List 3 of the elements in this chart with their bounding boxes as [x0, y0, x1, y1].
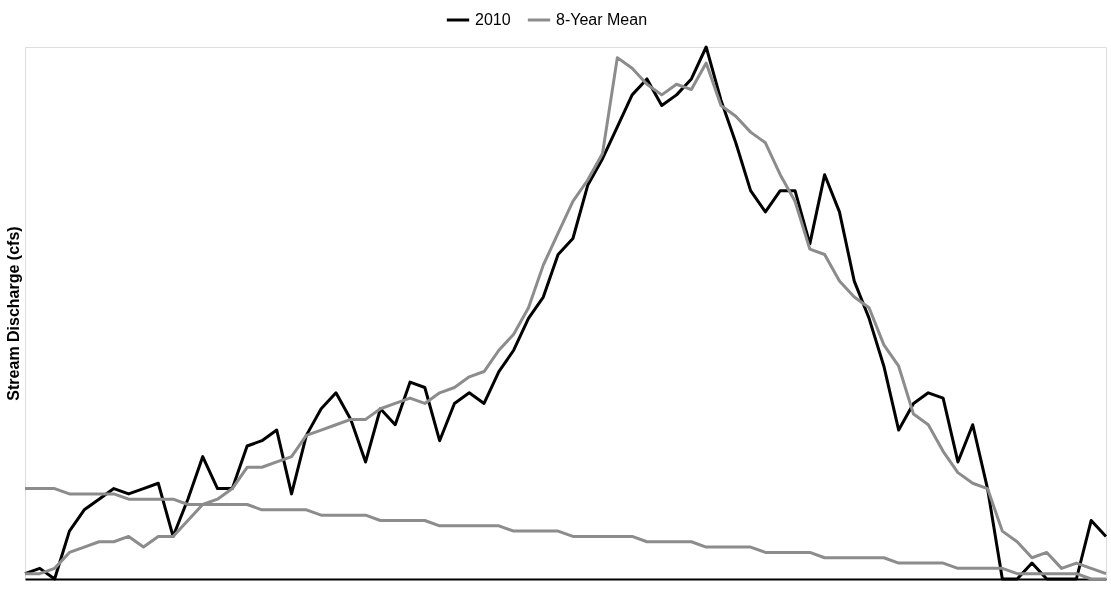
legend-label: 2010: [475, 11, 511, 28]
legend-label: 8-Year Mean: [556, 11, 648, 28]
y-axis-title: Stream Discharge (cfs): [4, 226, 22, 401]
